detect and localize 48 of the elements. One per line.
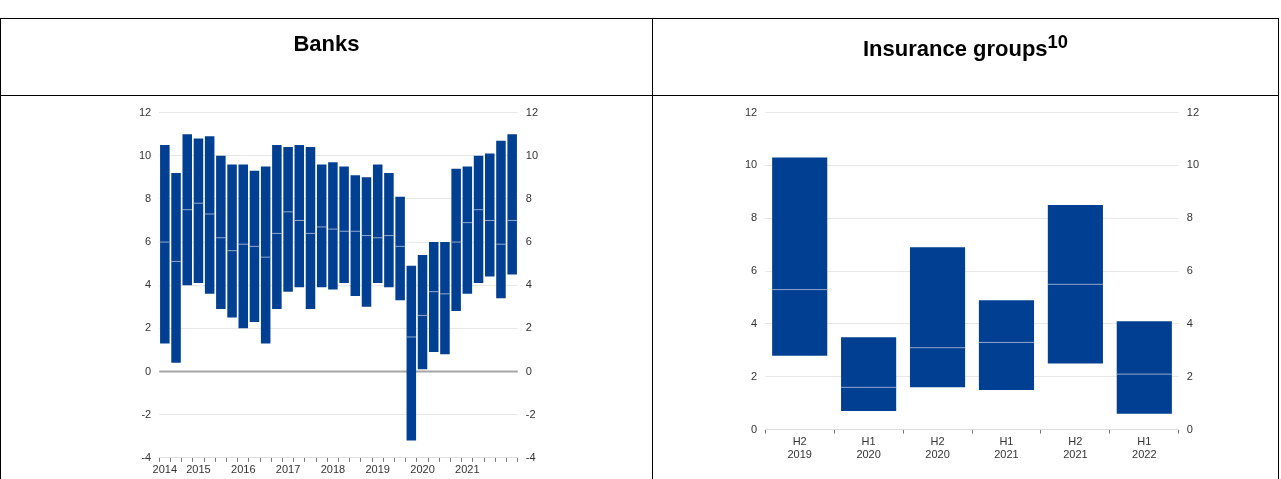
x-tick-label: 2018 xyxy=(320,463,346,476)
y-tick-label: 0 xyxy=(145,364,152,377)
y-tick-label: -2 xyxy=(141,407,152,420)
y-tick-label: 8 xyxy=(145,191,152,204)
x-tick-label: 2020 xyxy=(410,463,435,476)
y-tick-label: 6 xyxy=(145,235,152,248)
chart-title: Banks xyxy=(0,18,653,96)
y-tick-label: 8 xyxy=(751,211,758,224)
x-tick-label: H1 2022 xyxy=(1132,435,1157,461)
y2-tick-label: 8 xyxy=(1186,211,1193,224)
x-tick-label: H2 2019 xyxy=(787,435,812,461)
y-tick-label: 10 xyxy=(744,158,758,171)
y-tick-label: 6 xyxy=(751,264,758,277)
y2-tick-label: 0 xyxy=(1186,422,1193,435)
y-tick-label: 0 xyxy=(751,422,758,435)
y2-tick-label: 0 xyxy=(525,364,532,377)
x-tick-label: 2015 xyxy=(186,463,211,476)
y2-tick-label: 2 xyxy=(1186,369,1193,382)
y-tick-label: 2 xyxy=(751,369,758,382)
x-tick-label: 2021 xyxy=(455,463,480,476)
y2-tick-label: 10 xyxy=(1186,158,1200,171)
y-tick-label: 4 xyxy=(751,316,758,329)
x-tick-label: H2 2021 xyxy=(1063,435,1088,461)
y2-tick-label: 8 xyxy=(525,191,532,204)
y2-tick-label: 10 xyxy=(525,148,539,161)
y2-tick-label: 6 xyxy=(525,235,532,248)
x-tick-label: H2 2020 xyxy=(925,435,950,461)
x-tick-label: 2017 xyxy=(275,463,301,476)
chart-title: Insurance groups$^{10}$ xyxy=(652,18,1279,96)
y2-tick-label: 6 xyxy=(1186,264,1193,277)
y-tick-label: 12 xyxy=(138,105,152,118)
x-tick-label: 2019 xyxy=(365,463,390,476)
y2-tick-label: 12 xyxy=(525,105,539,118)
y-tick-label: 12 xyxy=(744,105,758,118)
x-tick-label: 2014 xyxy=(152,463,178,476)
y2-tick-label: 2 xyxy=(525,321,532,334)
y2-tick-label: -4 xyxy=(525,450,536,463)
y2-tick-label: 12 xyxy=(1186,105,1200,118)
x-tick-label: H1 2020 xyxy=(856,435,881,461)
x-tick-label: H1 2021 xyxy=(994,435,1019,461)
y2-tick-label: 4 xyxy=(525,278,532,291)
y-tick-label: 2 xyxy=(145,321,152,334)
x-tick-label: 2016 xyxy=(231,463,256,476)
y-tick-label: 4 xyxy=(145,278,152,291)
y-tick-label: -4 xyxy=(141,450,152,463)
y2-tick-label: -2 xyxy=(525,407,536,420)
y-tick-label: 10 xyxy=(138,148,152,161)
y2-tick-label: 4 xyxy=(1186,316,1193,329)
